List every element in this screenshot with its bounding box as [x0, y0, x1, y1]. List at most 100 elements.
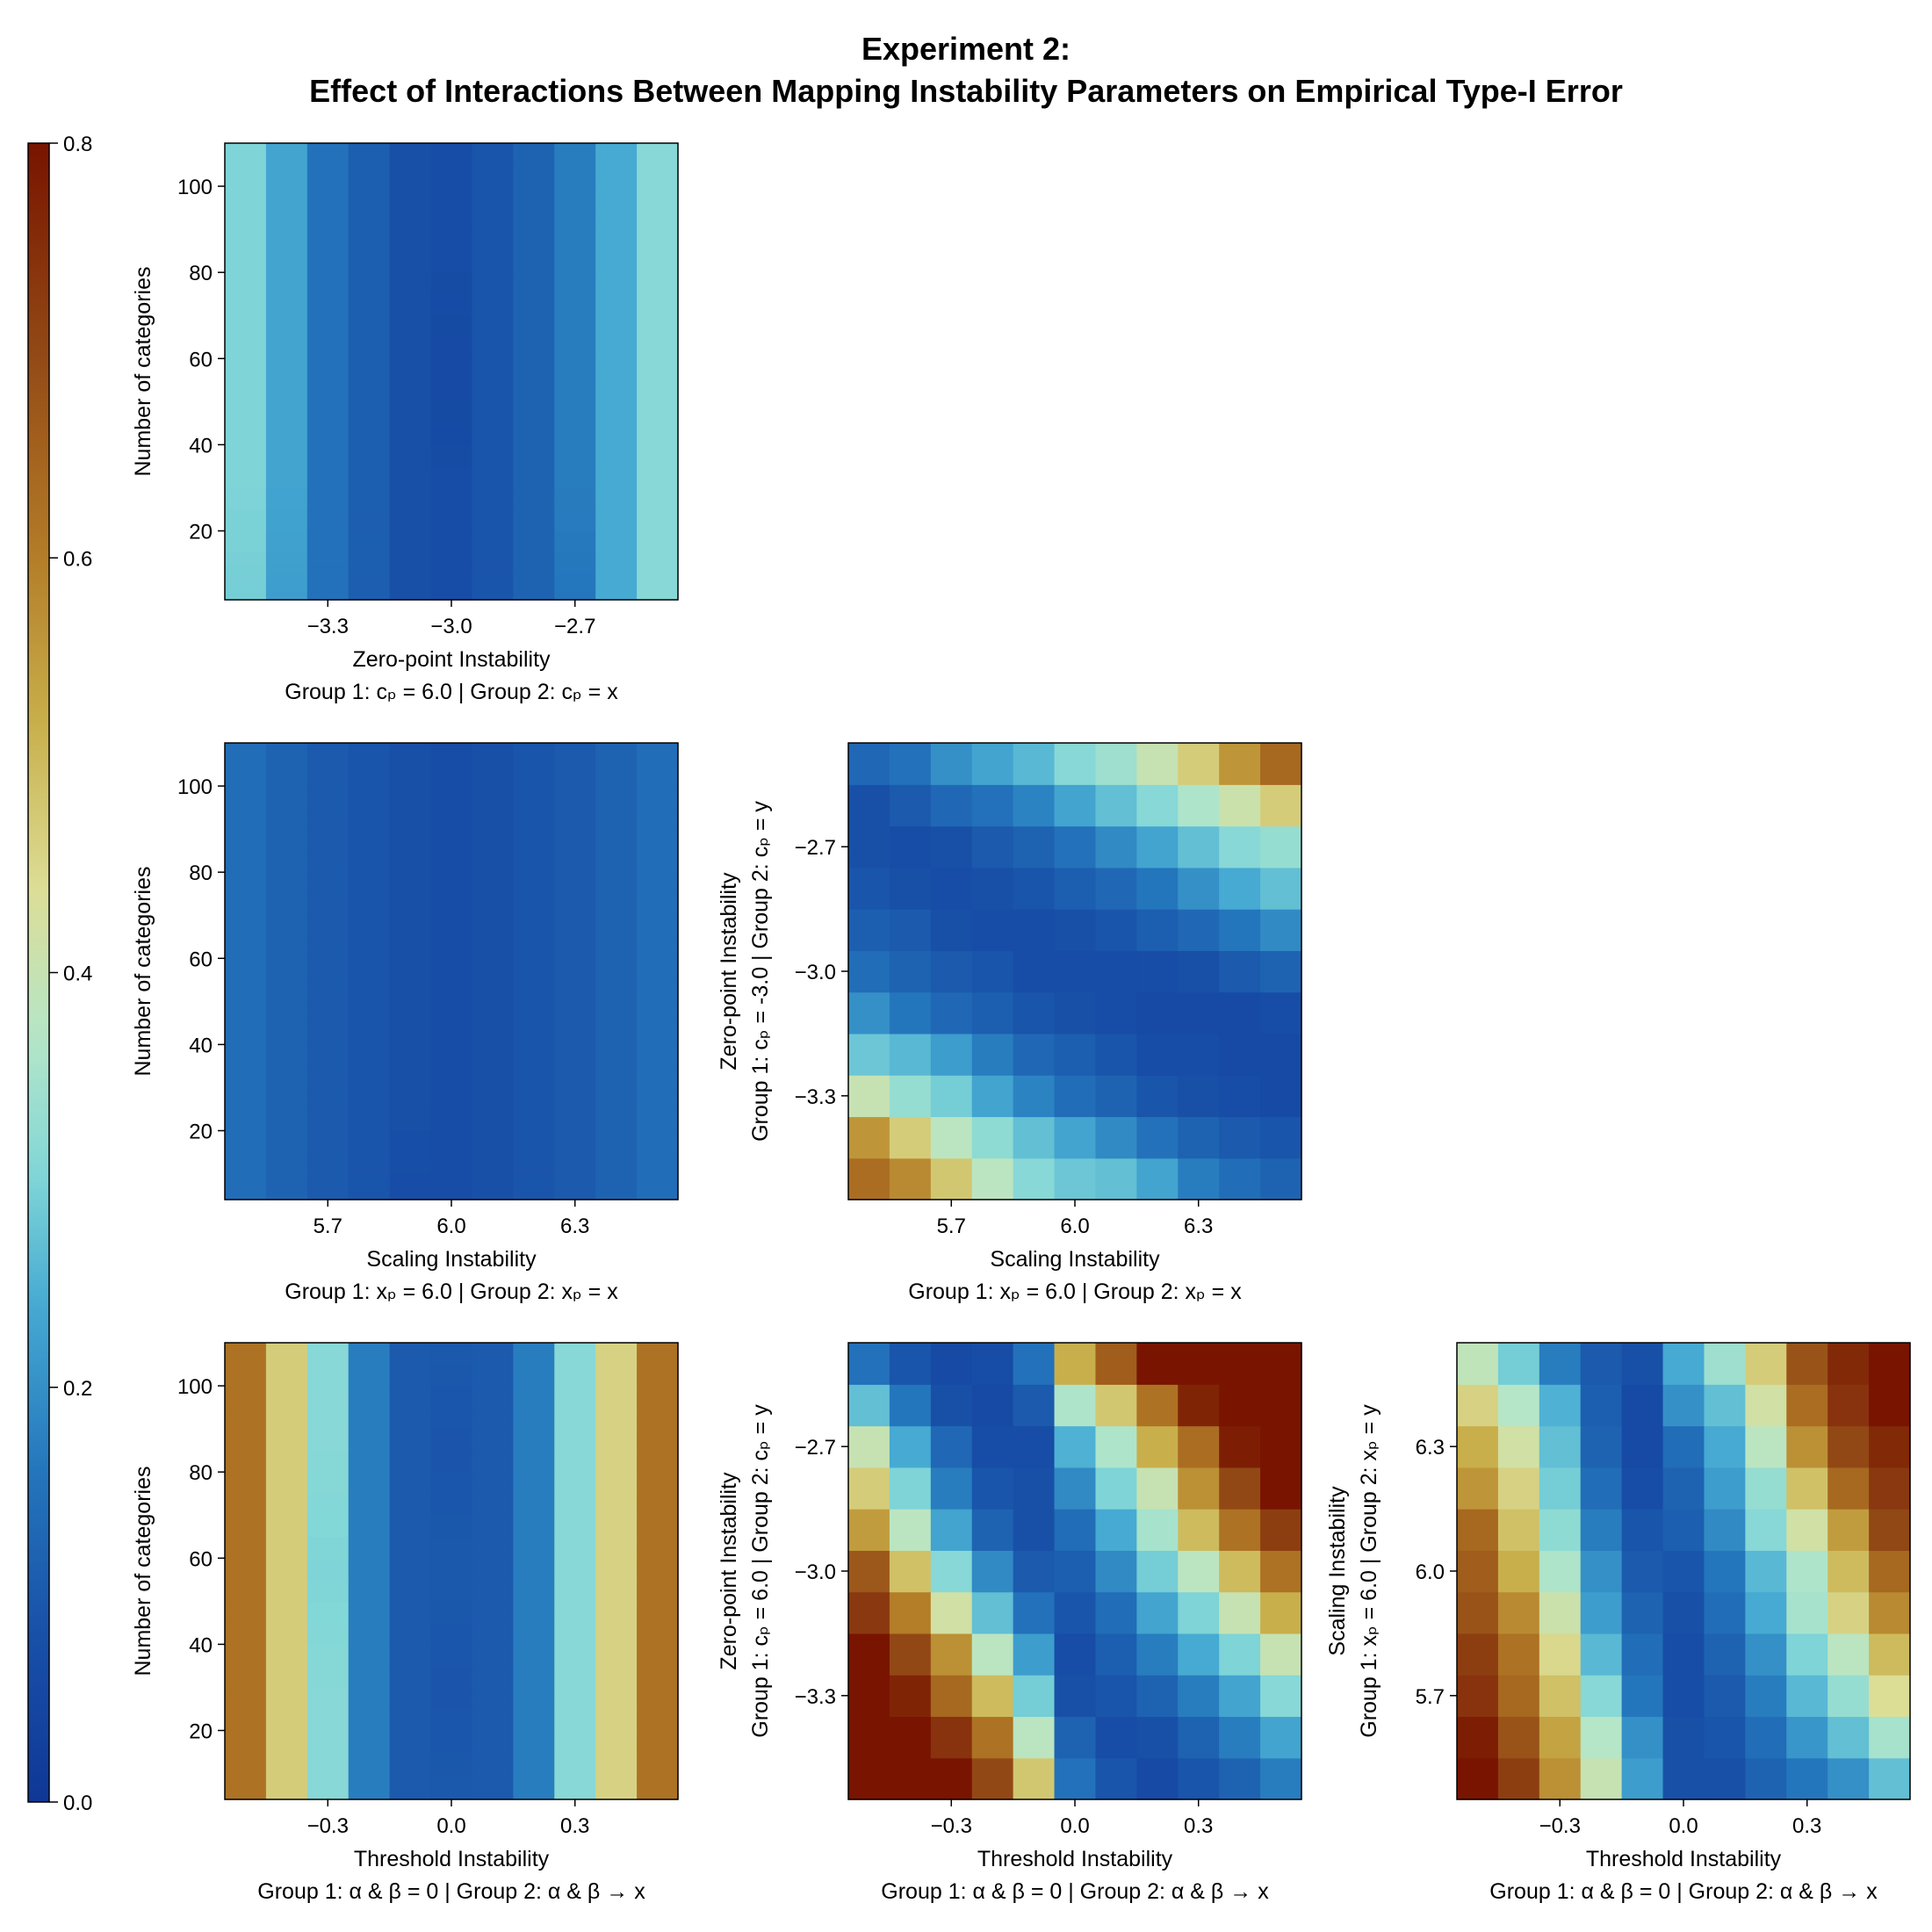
heatmap-cell [554, 1182, 596, 1192]
heatmap-cell [513, 1579, 555, 1602]
heatmap-cell [513, 1164, 555, 1175]
heatmap-cell [430, 422, 473, 445]
heatmap-cell [430, 444, 473, 467]
heatmap-cell [637, 1386, 679, 1409]
heatmap-cell [348, 1087, 391, 1110]
heatmap-cell [430, 315, 473, 338]
heatmap-cell [348, 1601, 391, 1624]
heatmap-cell [1054, 909, 1097, 951]
heatmap-cell [1260, 991, 1302, 1034]
heatmap-cell [430, 164, 473, 187]
heatmap-cell [1136, 1116, 1179, 1159]
heatmap-cell [306, 530, 350, 553]
heatmap-cell [513, 250, 555, 273]
heatmap-cell [389, 379, 432, 402]
heatmap-cell [889, 1633, 932, 1676]
heatmap-cell [595, 582, 638, 592]
heatmap-cell [265, 143, 308, 166]
heatmap-cell [1095, 1550, 1137, 1593]
heatmap-cell [1013, 825, 1056, 869]
heatmap-cell [1095, 825, 1137, 869]
heatmap-cell [348, 582, 391, 592]
heatmap-cell [554, 186, 596, 209]
heatmap-cell [595, 1644, 638, 1667]
heatmap-cell [1621, 1716, 1664, 1759]
heatmap-cell [389, 786, 432, 809]
x-tick-label: −0.3 [1539, 1814, 1581, 1838]
heatmap-cell [554, 143, 596, 166]
heatmap-cell [389, 1764, 432, 1775]
heatmap-cell [1497, 1425, 1540, 1468]
heatmap-cell [848, 1716, 890, 1759]
heatmap-cell [389, 1782, 432, 1791]
heatmap-cell [513, 207, 555, 230]
heatmap-cell [1136, 825, 1179, 869]
heatmap-cell [472, 1108, 514, 1132]
heatmap-cell [1457, 1509, 1499, 1551]
heatmap-cell [1497, 1633, 1540, 1676]
heatmap-cell [554, 1429, 596, 1452]
heatmap-cell [554, 207, 596, 230]
x-axis-sublabel: Group 1: xₚ = 6.0 | Group 2: xₚ = x [908, 1280, 1242, 1304]
heatmap-cell [348, 1644, 391, 1667]
heatmap-cell [595, 1764, 638, 1775]
heatmap-cell [472, 915, 514, 938]
heatmap-cell [971, 867, 1014, 910]
heatmap-cell [225, 1164, 267, 1175]
heatmap-cell [389, 1450, 432, 1473]
heatmap-cell [1054, 1550, 1097, 1593]
heatmap-cell [306, 1407, 350, 1430]
heatmap-cell [348, 1622, 391, 1645]
heatmap-cell [513, 186, 555, 209]
heatmap-cell [848, 1384, 890, 1427]
heatmap-cell [1786, 1633, 1828, 1676]
heatmap-cell [554, 958, 596, 981]
heatmap-cell [1827, 1591, 1870, 1634]
heatmap-cell [889, 1075, 932, 1118]
heatmap-cell [430, 1782, 473, 1791]
heatmap-cell [1745, 1509, 1787, 1551]
heatmap-cell [225, 336, 267, 359]
heatmap-cell [513, 1386, 555, 1409]
heatmap-cell [430, 764, 473, 787]
heatmap-cell [554, 786, 596, 809]
heatmap-cell [513, 1730, 555, 1753]
heatmap-cell [348, 1791, 391, 1800]
heatmap-cell [472, 582, 514, 592]
heatmap-cell [889, 1425, 932, 1468]
heatmap-cell [1013, 1591, 1056, 1634]
heatmap-cell [1704, 1716, 1746, 1759]
heatmap-cell [1869, 1550, 1911, 1593]
heatmap-cell [1260, 1157, 1302, 1200]
heatmap-cell [1580, 1675, 1623, 1718]
heatmap-cell [848, 1425, 890, 1468]
heatmap-cell [265, 508, 308, 532]
heatmap-cell [637, 573, 679, 583]
heatmap-cell [1136, 1675, 1179, 1718]
heatmap-cell [348, 872, 391, 895]
heatmap-cell [225, 850, 267, 873]
heatmap-cell [265, 872, 308, 895]
heatmap-cell [348, 401, 391, 424]
heatmap-cell [848, 1116, 890, 1159]
heatmap-cell [348, 1065, 391, 1089]
heatmap-cell [1457, 1384, 1499, 1427]
heatmap-cell [971, 1633, 1014, 1676]
heatmap-cell [1178, 1716, 1220, 1759]
heatmap-cell [348, 465, 391, 489]
heatmap-cell [306, 1644, 350, 1667]
heatmap-cell [306, 1536, 350, 1559]
heatmap-cell [389, 565, 432, 575]
heatmap-cell [971, 1075, 1014, 1118]
heatmap-cell [430, 465, 473, 489]
heatmap-cell [889, 1675, 932, 1718]
heatmap-cell [554, 850, 596, 873]
heatmap-cell [595, 1044, 638, 1067]
heatmap-cell [348, 508, 391, 532]
heatmap-cell [225, 591, 267, 601]
heatmap-cell [1662, 1343, 1705, 1385]
heatmap-cell [1457, 1675, 1499, 1718]
heatmap-cell [1178, 1343, 1220, 1385]
heatmap-cell [930, 1509, 973, 1551]
heatmap-cell [1095, 1116, 1137, 1159]
